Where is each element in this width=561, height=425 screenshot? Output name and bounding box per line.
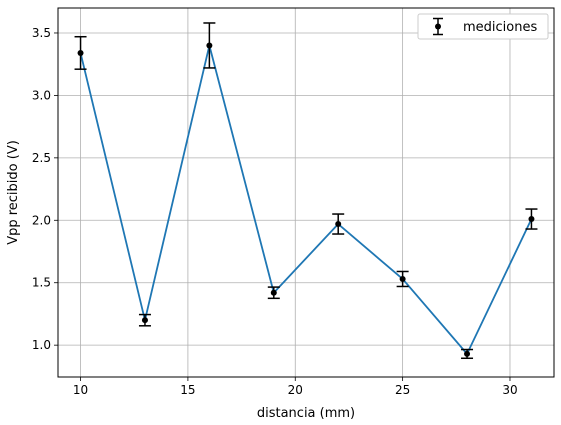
legend-box	[417, 13, 549, 40]
series-line-layer	[79, 44, 533, 355]
y-tick-label: 2.5	[32, 151, 51, 165]
series-line	[79, 44, 533, 355]
y-tick-label: 2.0	[32, 213, 51, 227]
data-point	[335, 221, 342, 228]
y-axis-label: Vpp recibido (V)	[6, 140, 21, 245]
data-point	[270, 289, 277, 296]
y-tick-label: 3.5	[32, 26, 51, 40]
data-point	[141, 317, 148, 324]
data-point	[77, 49, 84, 56]
x-tick-label: 30	[502, 383, 517, 397]
y-axis-ticks: 1.0 1.5 2.0 2.5 3.0 3.5	[32, 26, 58, 352]
grid	[58, 8, 554, 377]
x-axis-label: distancia (mm)	[257, 406, 355, 421]
data-points	[77, 42, 535, 357]
legend-label: mediciones	[463, 20, 537, 35]
x-tick-label: 20	[288, 383, 303, 397]
x-tick-label: 15	[180, 383, 195, 397]
y-tick-label: 3.0	[32, 88, 51, 102]
plot-frame	[57, 7, 555, 378]
y-tick-label: 1.0	[32, 338, 51, 352]
data-point	[464, 350, 471, 357]
x-tick-label: 25	[395, 383, 410, 397]
x-tick-label: 10	[73, 383, 88, 397]
data-point	[528, 216, 535, 223]
data-point	[399, 275, 406, 282]
legend: mediciones	[417, 13, 549, 40]
legend-marker-icon	[435, 23, 441, 30]
y-tick-label: 1.5	[32, 276, 51, 290]
x-axis-ticks: 10 15 20 25 30	[73, 377, 518, 397]
data-point	[206, 42, 213, 49]
